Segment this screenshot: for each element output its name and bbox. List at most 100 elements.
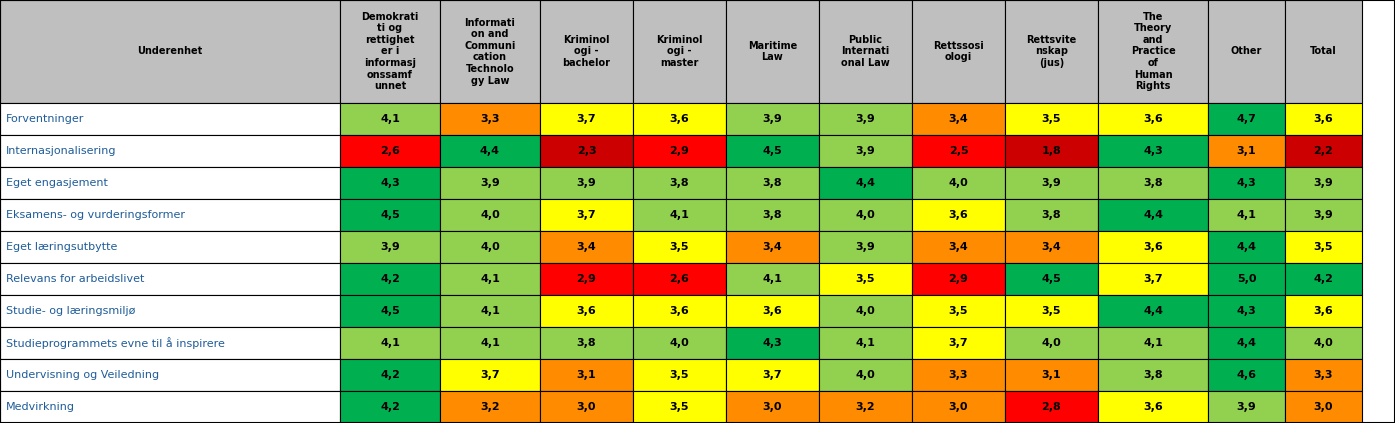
Text: Eksamens- og vurderingsformer: Eksamens- og vurderingsformer <box>6 210 186 220</box>
Text: 3,5: 3,5 <box>670 402 689 412</box>
Bar <box>540 263 633 295</box>
Bar <box>1208 327 1285 359</box>
Text: 3,8: 3,8 <box>763 178 783 188</box>
Bar <box>633 103 725 135</box>
Text: 3,6: 3,6 <box>763 306 783 316</box>
Bar <box>725 263 819 295</box>
Text: Forventninger: Forventninger <box>6 114 84 124</box>
Bar <box>439 327 540 359</box>
Bar <box>1004 231 1098 263</box>
Text: 4,0: 4,0 <box>855 306 876 316</box>
Text: 4,3: 4,3 <box>379 178 400 188</box>
Text: 4,4: 4,4 <box>1143 306 1163 316</box>
Text: 3,9: 3,9 <box>379 242 400 252</box>
Text: 3,6: 3,6 <box>670 114 689 124</box>
Text: 2,9: 2,9 <box>576 274 597 284</box>
Text: 4,0: 4,0 <box>480 210 499 220</box>
Bar <box>912 231 1004 263</box>
Bar <box>1208 135 1285 167</box>
Text: 3,7: 3,7 <box>576 114 596 124</box>
Text: 2,6: 2,6 <box>379 146 400 156</box>
Bar <box>1098 0 1208 103</box>
Text: Studie- og læringsmiljø: Studie- og læringsmiljø <box>6 306 135 316</box>
Bar <box>1208 295 1285 327</box>
Bar <box>1285 167 1362 199</box>
Bar <box>725 135 819 167</box>
Bar <box>540 199 633 231</box>
Bar <box>633 263 725 295</box>
Text: 3,4: 3,4 <box>949 242 968 252</box>
Text: 3,9: 3,9 <box>1314 210 1334 220</box>
Text: 3,5: 3,5 <box>1314 242 1334 252</box>
Text: 4,4: 4,4 <box>480 146 499 156</box>
Bar <box>1004 359 1098 391</box>
Bar <box>540 295 633 327</box>
Text: 4,1: 4,1 <box>379 338 400 348</box>
Text: 3,3: 3,3 <box>949 370 968 380</box>
Bar <box>439 295 540 327</box>
Bar <box>912 135 1004 167</box>
Text: 3,6: 3,6 <box>1314 306 1334 316</box>
Bar <box>1098 327 1208 359</box>
Text: 4,3: 4,3 <box>1236 306 1257 316</box>
Text: 3,0: 3,0 <box>1314 402 1334 412</box>
Text: Internasjonalisering: Internasjonalisering <box>6 146 117 156</box>
Bar <box>725 167 819 199</box>
Bar <box>633 391 725 423</box>
Text: Undervisning og Veiledning: Undervisning og Veiledning <box>6 370 159 380</box>
Text: 3,8: 3,8 <box>576 338 596 348</box>
Bar <box>340 263 439 295</box>
Text: 3,5: 3,5 <box>1042 306 1062 316</box>
Bar <box>633 0 725 103</box>
Text: 3,7: 3,7 <box>949 338 968 348</box>
Text: 3,0: 3,0 <box>576 402 596 412</box>
Bar <box>912 167 1004 199</box>
Bar <box>633 199 725 231</box>
Text: 5,0: 5,0 <box>1237 274 1257 284</box>
Bar <box>1004 0 1098 103</box>
Bar <box>912 327 1004 359</box>
Bar <box>0 103 340 135</box>
Bar <box>340 103 439 135</box>
Text: 4,1: 4,1 <box>480 338 499 348</box>
Bar <box>0 295 340 327</box>
Bar <box>1208 103 1285 135</box>
Text: 3,0: 3,0 <box>949 402 968 412</box>
Bar <box>725 327 819 359</box>
Bar <box>439 167 540 199</box>
Text: 3,4: 3,4 <box>949 114 968 124</box>
Bar <box>725 359 819 391</box>
Text: 3,8: 3,8 <box>1143 370 1163 380</box>
Bar <box>340 167 439 199</box>
Bar <box>1098 135 1208 167</box>
Text: 4,0: 4,0 <box>855 370 876 380</box>
Text: Informati
on and
Communi
cation
Technolo
gy Law: Informati on and Communi cation Technolo… <box>465 17 516 85</box>
Bar <box>1285 103 1362 135</box>
Text: 4,0: 4,0 <box>480 242 499 252</box>
Text: Kriminol
ogi -
master: Kriminol ogi - master <box>656 35 703 68</box>
Text: Kriminol
ogi -
bachelor: Kriminol ogi - bachelor <box>562 35 611 68</box>
Text: 3,9: 3,9 <box>763 114 783 124</box>
Bar <box>540 231 633 263</box>
Bar <box>1208 359 1285 391</box>
Text: 3,1: 3,1 <box>1042 370 1062 380</box>
Bar <box>819 359 912 391</box>
Bar <box>633 295 725 327</box>
Text: 3,0: 3,0 <box>763 402 783 412</box>
Bar <box>633 359 725 391</box>
Bar <box>725 199 819 231</box>
Text: 4,5: 4,5 <box>379 210 400 220</box>
Bar <box>540 327 633 359</box>
Text: Public
Internati
onal Law: Public Internati onal Law <box>841 35 890 68</box>
Text: 4,2: 4,2 <box>379 370 400 380</box>
Text: 4,2: 4,2 <box>1314 274 1334 284</box>
Text: 3,5: 3,5 <box>855 274 875 284</box>
Bar <box>725 0 819 103</box>
Bar <box>439 0 540 103</box>
Text: 3,5: 3,5 <box>670 370 689 380</box>
Bar <box>1098 103 1208 135</box>
Text: 3,5: 3,5 <box>1042 114 1062 124</box>
Bar <box>540 0 633 103</box>
Bar <box>0 231 340 263</box>
Bar <box>1004 327 1098 359</box>
